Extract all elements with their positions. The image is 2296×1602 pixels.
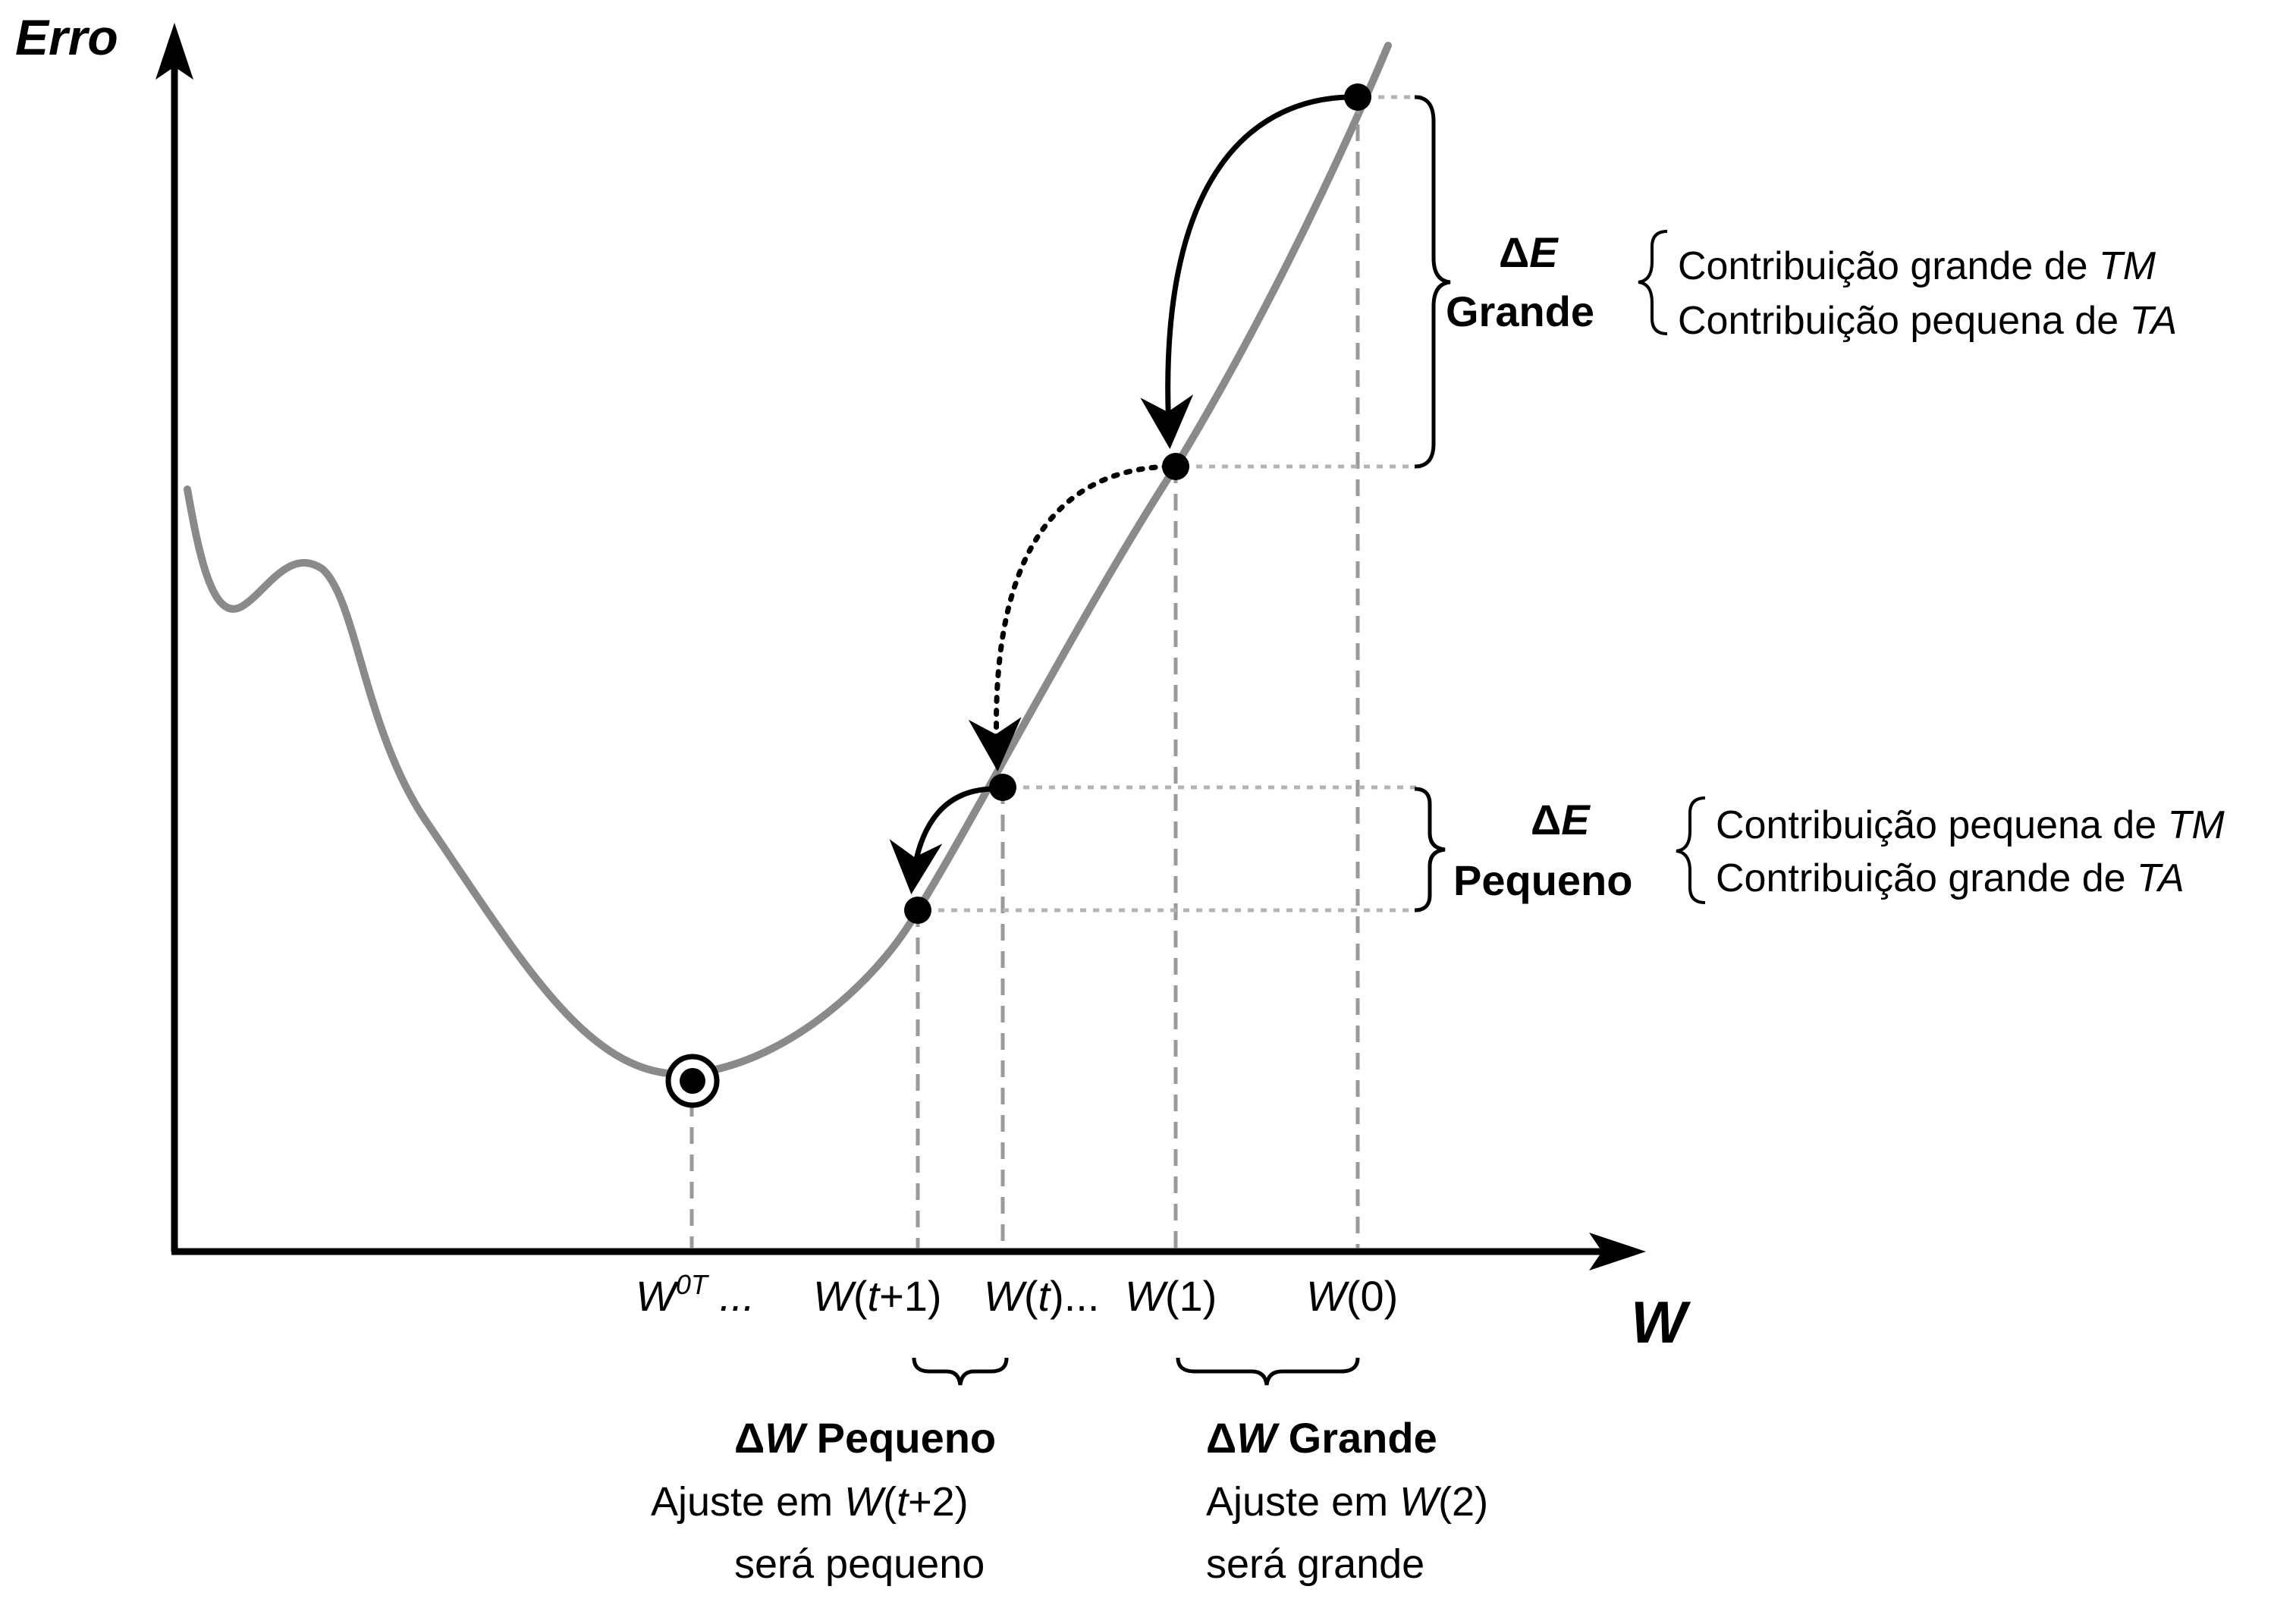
delta-e-small-label: Pequeno bbox=[1453, 856, 1632, 904]
delta-e-large-symbol: ΔE bbox=[1499, 228, 1559, 276]
delta-e-small-note-1: Contribuição pequena de TM bbox=[1716, 803, 2225, 847]
global-minimum-target-icon bbox=[665, 1054, 720, 1108]
brace-delta-e-large bbox=[1414, 95, 1451, 469]
brace-delta-e-small bbox=[1414, 787, 1446, 913]
point-w0 bbox=[1344, 83, 1371, 111]
delta-w-large-line2: Ajuste em W(2) bbox=[1206, 1479, 1488, 1525]
delta-e-small-symbol: ΔE bbox=[1531, 796, 1591, 843]
step-arrow-large bbox=[1140, 94, 1351, 449]
tick-w-1: W(1) bbox=[1125, 1272, 1217, 1320]
tick-w-t: W(t)... bbox=[984, 1272, 1099, 1320]
point-wt1 bbox=[904, 897, 931, 924]
delta-e-large-label: Grande bbox=[1446, 287, 1594, 335]
point-w1 bbox=[1162, 453, 1189, 480]
delta-w-small-title: ΔW Pequeno bbox=[734, 1414, 996, 1462]
brace-delta-w-large bbox=[1176, 1357, 1360, 1386]
vertical-guides bbox=[689, 97, 1360, 1248]
y-axis-arrow-icon bbox=[155, 23, 193, 80]
brace-delta-e-large-notes bbox=[1638, 230, 1668, 335]
brace-delta-w-small bbox=[912, 1357, 1009, 1386]
horizontal-guides bbox=[925, 95, 1422, 913]
y-axis-title: Erro bbox=[15, 9, 118, 65]
delta-w-large-title: ΔW Grande bbox=[1206, 1414, 1437, 1462]
delta-e-large-note-1: Contribuição grande de TM bbox=[1678, 244, 2156, 288]
step-arrow-small bbox=[889, 786, 996, 894]
x-axis-arrow-icon bbox=[1589, 1233, 1646, 1271]
delta-w-small-line2: Ajuste em W(t+2) bbox=[651, 1479, 969, 1525]
error-curve bbox=[184, 42, 1392, 1078]
brace-delta-e-small-notes bbox=[1676, 796, 1706, 904]
delta-e-large-note-2: Contribuição pequena de TA bbox=[1678, 299, 2177, 343]
tick-w-t1: W(t+1) bbox=[813, 1272, 942, 1320]
x-axis-title: W bbox=[1631, 1289, 1691, 1355]
step-arrow-dotted bbox=[968, 463, 1171, 771]
points bbox=[665, 83, 1371, 1108]
delta-w-large-line3: será grande bbox=[1206, 1541, 1424, 1587]
axes bbox=[155, 23, 1646, 1271]
point-wt bbox=[989, 774, 1016, 801]
tick-w-0: W(0) bbox=[1306, 1272, 1398, 1320]
delta-e-small-note-2: Contribuição grande de TA bbox=[1716, 856, 2184, 900]
delta-w-small-line3: será pequeno bbox=[734, 1541, 985, 1587]
tick-w-opt: W0T ... bbox=[636, 1269, 755, 1320]
